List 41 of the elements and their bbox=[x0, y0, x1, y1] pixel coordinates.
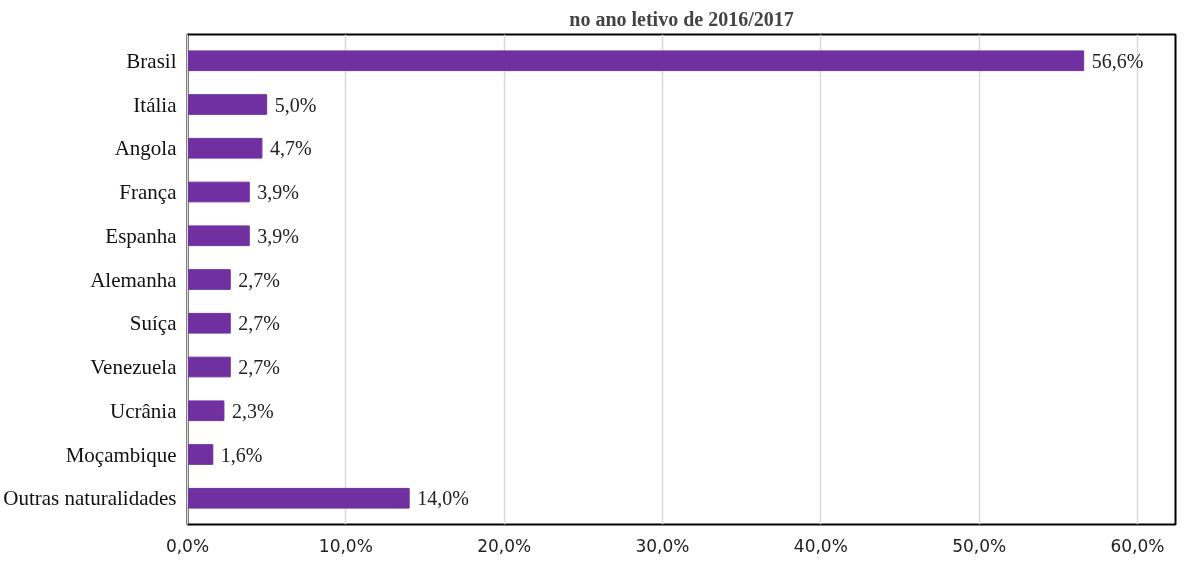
bar bbox=[187, 356, 231, 378]
x-tick-label: 50,0% bbox=[952, 535, 1007, 556]
data-label: 2,7% bbox=[238, 312, 280, 335]
data-label: 4,7% bbox=[269, 137, 312, 160]
x-tick-label: 30,0% bbox=[635, 535, 690, 556]
bar bbox=[187, 312, 231, 334]
bar bbox=[187, 137, 263, 159]
x-tick-label: 60,0% bbox=[1110, 535, 1165, 556]
data-label: 1,6% bbox=[220, 443, 263, 466]
y-tick-label: Moçambique bbox=[65, 442, 177, 467]
x-tick-label: 40,0% bbox=[793, 535, 848, 556]
y-tick-label: Ucrânia bbox=[110, 398, 178, 423]
bar bbox=[187, 400, 225, 422]
y-tick-label: Angola bbox=[114, 136, 178, 161]
y-tick-label: França bbox=[119, 180, 178, 204]
bar bbox=[187, 181, 250, 203]
bar bbox=[187, 269, 231, 290]
y-tick-label: Alemanha bbox=[90, 267, 178, 292]
bar bbox=[187, 50, 1085, 72]
y-tick-label: Brasil bbox=[126, 48, 177, 73]
y-tick-label: Itália bbox=[133, 92, 178, 117]
data-label: 5,0% bbox=[274, 93, 317, 116]
data-label: 2,7% bbox=[238, 268, 280, 291]
x-tick-label: 10,0% bbox=[318, 535, 373, 556]
data-label: 3,9% bbox=[257, 224, 299, 247]
data-label: 2,3% bbox=[231, 399, 274, 422]
y-tick-label: Suíça bbox=[129, 311, 178, 336]
data-label: 14,0% bbox=[417, 487, 469, 510]
data-label: 56,6% bbox=[1091, 49, 1144, 72]
bar bbox=[187, 444, 214, 465]
x-tick-label: 0,0% bbox=[165, 535, 210, 556]
x-tick-label: 20,0% bbox=[477, 535, 532, 556]
bar bbox=[187, 94, 268, 115]
data-label: 2,7% bbox=[238, 356, 280, 378]
bar bbox=[187, 225, 250, 247]
y-tick-label: Espanha bbox=[105, 223, 178, 248]
bar bbox=[187, 487, 410, 509]
chart-title: no ano letivo de 2016/2017 bbox=[569, 7, 794, 30]
y-tick-label: Outras naturalidades bbox=[3, 486, 177, 511]
data-label: 3,9% bbox=[257, 181, 299, 203]
y-tick-label: Venezuela bbox=[90, 355, 178, 379]
